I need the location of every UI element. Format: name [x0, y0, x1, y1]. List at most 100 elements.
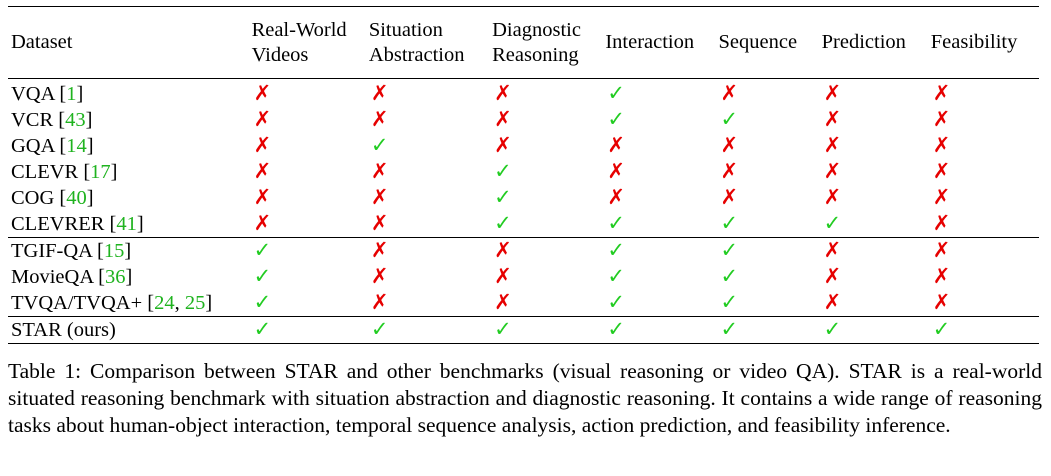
cross-icon: ✗ [253, 132, 272, 157]
cross-icon: ✗ [494, 237, 512, 262]
table-row: CLEVRER [41] ✗ ✗ ✓ ✓ ✓ ✓ ✗ [8, 211, 1039, 238]
cross-icon: ✗ [932, 210, 951, 235]
citation-link[interactable]: 14 [66, 134, 87, 157]
cross-icon: ✗ [494, 263, 512, 288]
citation-link[interactable]: 36 [104, 265, 126, 288]
citation-link[interactable]: 43 [65, 108, 86, 131]
citation-link[interactable]: 15 [103, 239, 125, 262]
check-icon: ✓ [494, 316, 512, 341]
column-header-label: Abstraction [368, 43, 465, 66]
dataset-cell: VQA [1] [11, 82, 84, 105]
mark-cell: ✓ [489, 185, 602, 211]
check-icon: ✓ [253, 316, 272, 341]
table-figure: Dataset Real-World Videos Situation Abstract… [8, 6, 1044, 439]
cross-icon: ✗ [823, 106, 842, 131]
mark-cell: ✗ [928, 264, 1039, 290]
mark-cell: ✗ [819, 79, 928, 108]
mark-cell: ✓ [249, 264, 366, 290]
column-header: Prediction [819, 7, 928, 79]
cross-icon: ✗ [823, 263, 842, 288]
cross-icon: ✗ [370, 263, 389, 288]
check-icon: ✓ [607, 80, 625, 105]
check-icon: ✓ [607, 237, 625, 262]
citation-link[interactable]: 24 [154, 291, 175, 314]
mark-cell: ✗ [489, 133, 602, 159]
cross-icon: ✗ [823, 158, 842, 183]
citation-link[interactable]: 40 [66, 186, 87, 209]
check-icon: ✓ [932, 316, 951, 341]
check-icon: ✓ [720, 237, 739, 262]
mark-cell: ✓ [602, 211, 715, 238]
mark-cell: ✓ [716, 264, 819, 290]
column-header-label: Interaction [605, 31, 695, 53]
cross-icon: ✗ [607, 132, 625, 157]
mark-cell: ✗ [716, 79, 819, 108]
mark-cell: ✓ [602, 107, 715, 133]
column-header-label: Sequence [718, 31, 798, 53]
mark-cell: ✓ [248, 237, 366, 264]
mark-cell: ✗ [602, 185, 715, 211]
column-header-label: Diagnostic [492, 18, 581, 41]
table-body: VQA [1] ✗ ✗ ✗ ✓ ✗ ✗ ✗ VCR [43] ✗ ✗ ✗ ✓ ✓ ✗ ✗ GQA [14] ✗ ✓ ✗… [8, 79, 1039, 344]
check-icon: ✓ [720, 106, 739, 131]
column-header-label: Situation [368, 18, 443, 41]
citation-link[interactable]: 41 [116, 212, 137, 235]
mark-cell: ✓ [602, 264, 715, 290]
mark-cell: ✓ [716, 290, 819, 317]
dataset-cell: CLEVRER [41] [11, 212, 144, 235]
table-row: MovieQA [36] ✓ ✗ ✗ ✓ ✓ ✗ ✗ [8, 264, 1039, 290]
cross-icon: ✗ [932, 158, 951, 183]
column-header-label: Real-World [251, 18, 347, 41]
citation-link[interactable]: 17 [90, 160, 111, 183]
check-icon: ✓ [607, 210, 625, 235]
table-row: TGIF-QA [15] ✓ ✗ ✗ ✓ ✓ ✗ ✗ [8, 237, 1039, 264]
mark-cell: ✗ [928, 185, 1039, 211]
citation-link[interactable]: 1 [66, 82, 77, 105]
mark-cell: ✗ [249, 159, 366, 185]
mark-cell: ✗ [819, 159, 928, 185]
mark-cell: ✗ [366, 79, 489, 108]
mark-cell: ✓ [818, 316, 928, 344]
mark-cell: ✗ [489, 290, 602, 317]
mark-cell: ✓ [602, 316, 716, 344]
mark-cell: ✗ [366, 185, 489, 211]
citation-link[interactable]: 25 [184, 291, 206, 314]
dataset-cell: VCR [43] [11, 108, 93, 131]
cross-icon: ✗ [932, 106, 951, 131]
cross-icon: ✗ [253, 106, 272, 131]
mark-cell: ✗ [819, 133, 928, 159]
mark-cell: ✓ [489, 211, 602, 238]
mark-cell: ✗ [819, 185, 928, 211]
mark-cell: ✗ [249, 79, 366, 108]
mark-cell: ✗ [928, 290, 1039, 317]
cross-icon: ✗ [823, 184, 842, 209]
cross-icon: ✗ [720, 132, 739, 157]
mark-cell: ✗ [716, 185, 819, 211]
mark-cell: ✗ [366, 107, 489, 133]
check-icon: ✓ [607, 263, 625, 288]
mark-cell: ✗ [928, 133, 1039, 159]
dataset-cell: MovieQA [36] [11, 265, 133, 288]
cross-icon: ✗ [932, 237, 951, 262]
check-icon: ✓ [253, 289, 272, 314]
cross-icon: ✗ [607, 184, 625, 209]
check-icon: ✓ [607, 316, 625, 341]
cross-icon: ✗ [370, 210, 389, 235]
cross-icon: ✗ [494, 80, 512, 105]
mark-cell: ✗ [249, 133, 366, 159]
mark-cell: ✗ [716, 159, 819, 185]
mark-cell: ✓ [249, 290, 366, 317]
dataset-cell: GQA [14] [11, 134, 94, 157]
mark-cell: ✗ [928, 79, 1039, 108]
cross-icon: ✗ [932, 289, 951, 314]
cross-icon: ✗ [932, 80, 951, 105]
mark-cell: ✓ [716, 211, 819, 238]
check-icon: ✓ [494, 158, 512, 183]
column-header: Interaction [602, 7, 715, 79]
mark-cell: ✓ [489, 159, 602, 185]
cross-icon: ✗ [720, 158, 739, 183]
mark-cell: ✓ [602, 237, 716, 264]
cross-icon: ✗ [823, 289, 842, 314]
column-header-label: Prediction [821, 31, 906, 53]
table-row: COG [40] ✗ ✗ ✓ ✗ ✗ ✗ ✗ [8, 185, 1039, 211]
